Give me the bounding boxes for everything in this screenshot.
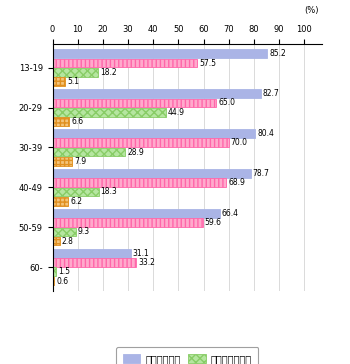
Bar — [52, 209, 220, 218]
Bar — [52, 218, 203, 227]
Text: (%): (%) — [304, 6, 319, 15]
Text: 18.2: 18.2 — [100, 68, 117, 77]
Text: 78.7: 78.7 — [253, 169, 270, 178]
Bar — [52, 108, 166, 116]
Text: 68.9: 68.9 — [228, 178, 245, 187]
Bar — [52, 59, 197, 67]
Text: 66.4: 66.4 — [222, 209, 239, 218]
Text: 31.1: 31.1 — [133, 249, 149, 258]
Bar — [52, 68, 98, 76]
Text: 85.2: 85.2 — [269, 50, 286, 58]
Text: 6.6: 6.6 — [71, 117, 83, 126]
Text: 1.5: 1.5 — [58, 267, 70, 276]
Bar — [52, 138, 229, 147]
Text: 33.2: 33.2 — [138, 258, 155, 267]
Bar — [52, 178, 226, 187]
Bar — [52, 197, 68, 206]
Text: 2.8: 2.8 — [62, 237, 74, 246]
Bar — [52, 99, 216, 107]
Text: 18.3: 18.3 — [100, 187, 117, 197]
Bar — [52, 50, 267, 58]
Text: 65.0: 65.0 — [218, 99, 235, 107]
Text: 28.9: 28.9 — [127, 147, 144, 157]
Text: 57.5: 57.5 — [199, 59, 216, 68]
Bar — [52, 169, 251, 178]
Text: 59.6: 59.6 — [205, 218, 222, 227]
Text: 6.2: 6.2 — [70, 197, 82, 206]
Bar — [52, 277, 54, 285]
Bar — [52, 117, 69, 126]
Bar — [52, 237, 60, 245]
Bar — [52, 90, 261, 98]
Text: 82.7: 82.7 — [263, 89, 280, 98]
Text: 70.0: 70.0 — [231, 138, 248, 147]
Bar — [52, 268, 56, 276]
Text: 5.1: 5.1 — [67, 77, 79, 86]
Legend: 自宅パソコン, 携帯電話, スマートフォン, タブレット: 自宅パソコン, 携帯電話, スマートフォン, タブレット — [116, 347, 259, 364]
Text: 0.6: 0.6 — [56, 277, 68, 285]
Text: 9.3: 9.3 — [78, 228, 90, 236]
Bar — [52, 129, 255, 138]
Bar — [52, 249, 131, 258]
Bar — [52, 228, 76, 236]
Bar — [52, 187, 99, 197]
Text: 7.9: 7.9 — [75, 157, 86, 166]
Bar — [52, 148, 125, 157]
Bar — [52, 258, 136, 267]
Text: 80.4: 80.4 — [257, 129, 274, 138]
Bar — [52, 157, 72, 166]
Text: 44.9: 44.9 — [168, 108, 184, 116]
Bar — [52, 77, 65, 86]
